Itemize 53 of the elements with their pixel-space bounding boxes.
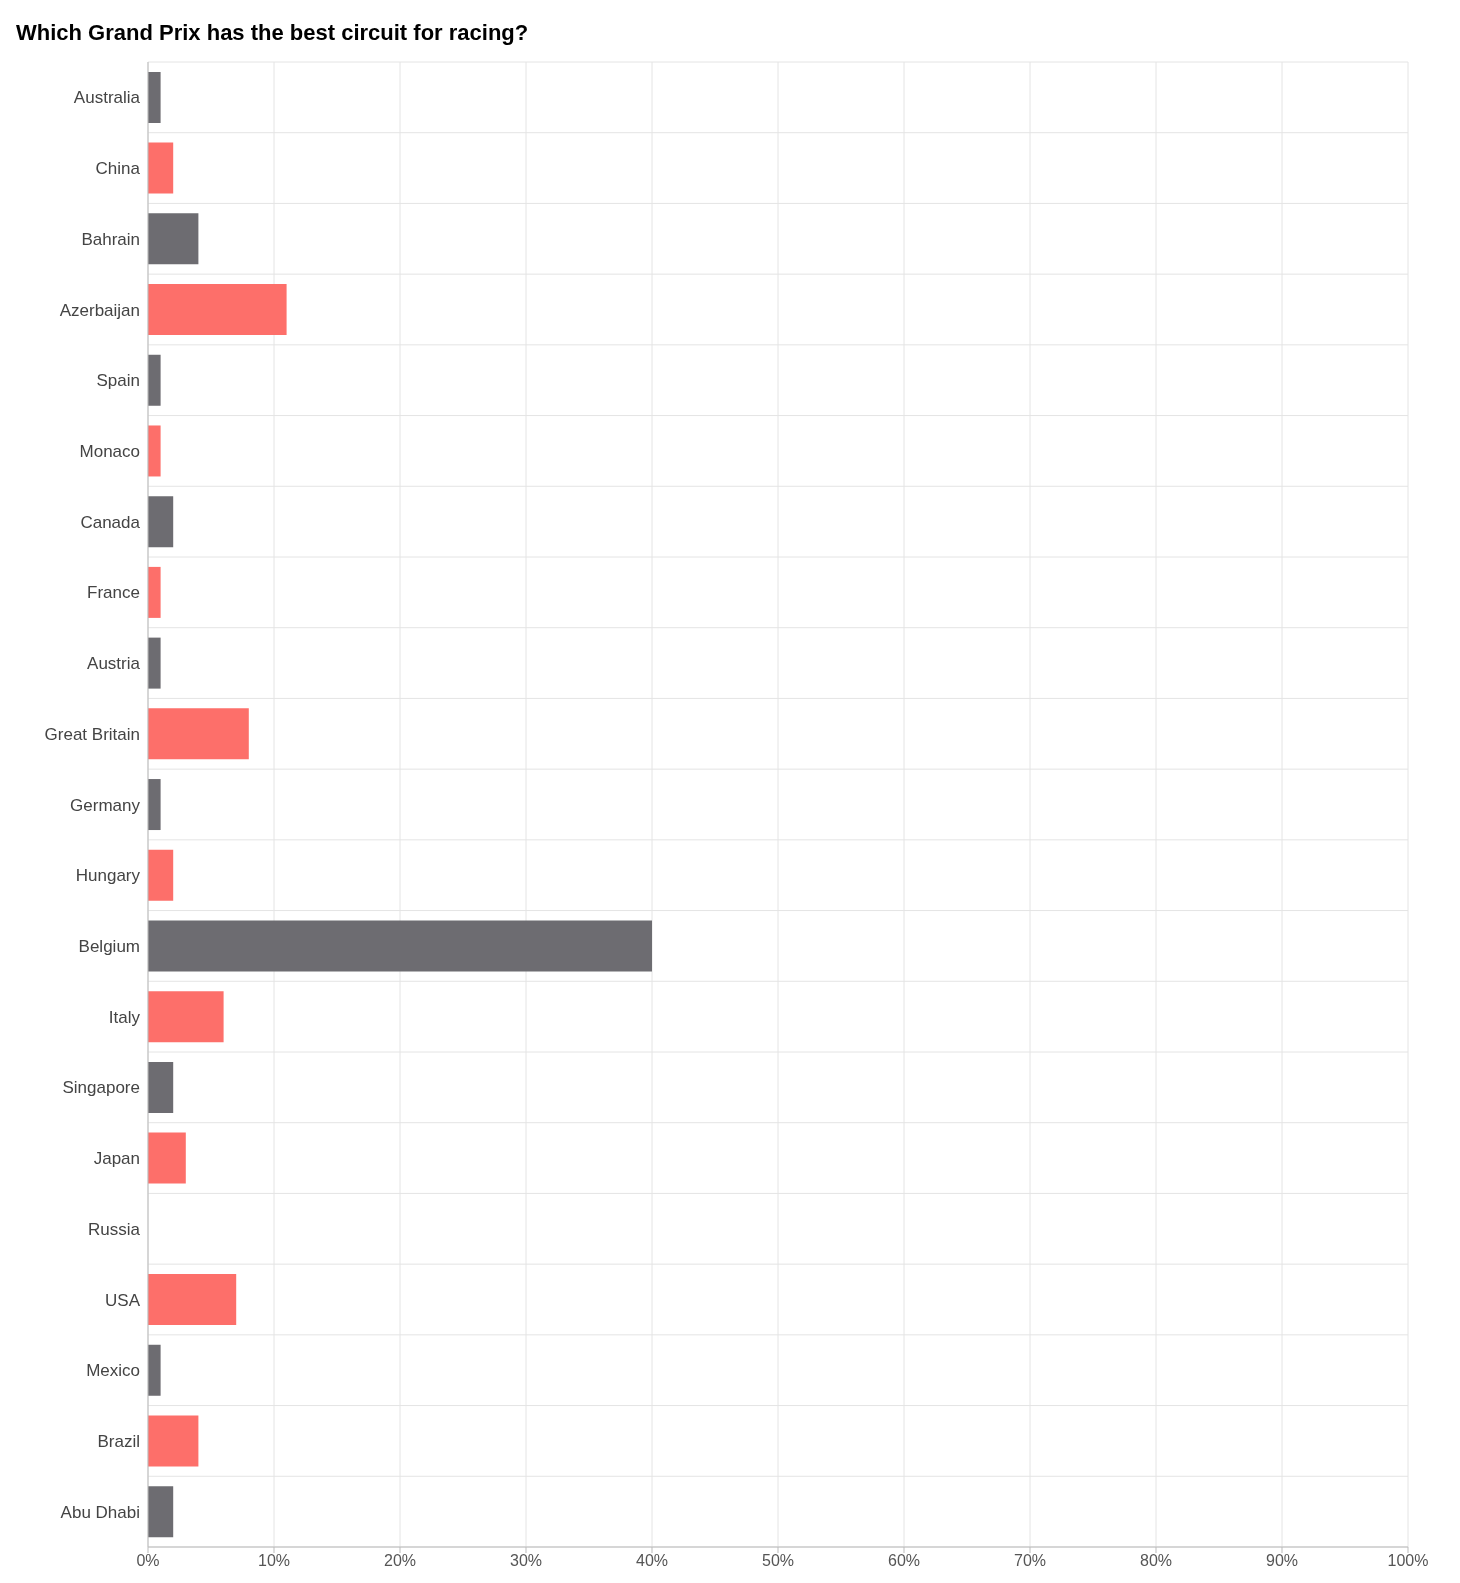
y-tick-label: Austria	[87, 654, 141, 674]
y-tick-label: Spain	[96, 371, 140, 391]
x-tick-label: 40%	[635, 1552, 669, 1570]
bar	[148, 142, 174, 194]
x-tick-label: 20%	[383, 1552, 417, 1570]
bar	[148, 284, 287, 336]
y-tick-label: Hungary	[75, 866, 141, 886]
bar	[148, 779, 161, 831]
bar	[148, 920, 652, 972]
x-tick-label: 50%	[761, 1552, 795, 1570]
bar	[148, 1415, 199, 1467]
bar	[148, 496, 174, 548]
bar	[148, 1061, 174, 1113]
y-tick-label: USA	[105, 1290, 141, 1310]
x-tick-label: 80%	[1139, 1552, 1173, 1570]
y-tick-label: Belgium	[78, 936, 140, 956]
bar	[148, 849, 174, 901]
bar	[148, 71, 161, 123]
bar	[148, 1486, 174, 1538]
y-tick-label: Abu Dhabi	[60, 1502, 140, 1522]
bar	[148, 1274, 237, 1326]
y-tick-label: Singapore	[62, 1078, 140, 1098]
bar	[148, 425, 161, 477]
y-tick-label: Bahrain	[81, 229, 140, 249]
bar	[148, 566, 161, 618]
bar	[148, 213, 199, 265]
y-tick-label: Germany	[70, 795, 141, 815]
x-tick-label: 60%	[887, 1552, 921, 1570]
x-tick-label: 100%	[1387, 1552, 1429, 1570]
bar	[148, 637, 161, 689]
y-tick-label: Mexico	[86, 1361, 140, 1381]
bar	[148, 1344, 161, 1396]
bar	[148, 708, 249, 760]
y-tick-label: Australia	[73, 88, 141, 108]
y-tick-label: Russia	[88, 1219, 141, 1239]
x-tick-label: 30%	[509, 1552, 543, 1570]
bar	[148, 354, 161, 406]
x-tick-label: 70%	[1013, 1552, 1047, 1570]
chart-title: Which Grand Prix has the best circuit for racing?	[15, 19, 530, 47]
y-tick-label: Italy	[108, 1007, 141, 1027]
y-tick-label: Canada	[80, 512, 141, 532]
y-tick-label: Japan	[93, 1149, 140, 1169]
x-tick-label: 10%	[257, 1552, 291, 1570]
bar	[148, 1132, 186, 1184]
x-tick-label: 90%	[1265, 1552, 1299, 1570]
x-tick-label: 0%	[136, 1552, 160, 1570]
y-tick-label: Great Britain	[44, 724, 140, 744]
y-tick-label: Monaco	[79, 441, 140, 461]
y-tick-label: Azerbaijan	[59, 300, 140, 320]
y-tick-label: China	[95, 159, 141, 179]
y-tick-label: Brazil	[97, 1431, 140, 1451]
bar	[148, 991, 224, 1043]
y-tick-label: France	[87, 583, 140, 603]
